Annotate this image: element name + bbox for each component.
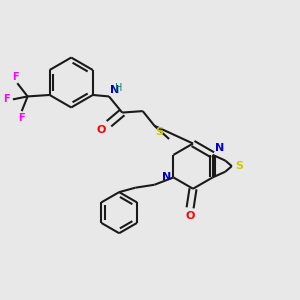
- Text: F: F: [18, 112, 25, 123]
- Text: H: H: [116, 83, 123, 93]
- Text: F: F: [3, 94, 10, 104]
- Text: F: F: [13, 72, 19, 82]
- Text: O: O: [185, 211, 195, 221]
- Text: O: O: [96, 125, 105, 135]
- Text: N: N: [110, 85, 119, 95]
- Text: S: S: [155, 127, 163, 137]
- Text: N: N: [162, 172, 171, 182]
- Text: N: N: [215, 143, 224, 153]
- Text: S: S: [235, 161, 243, 171]
